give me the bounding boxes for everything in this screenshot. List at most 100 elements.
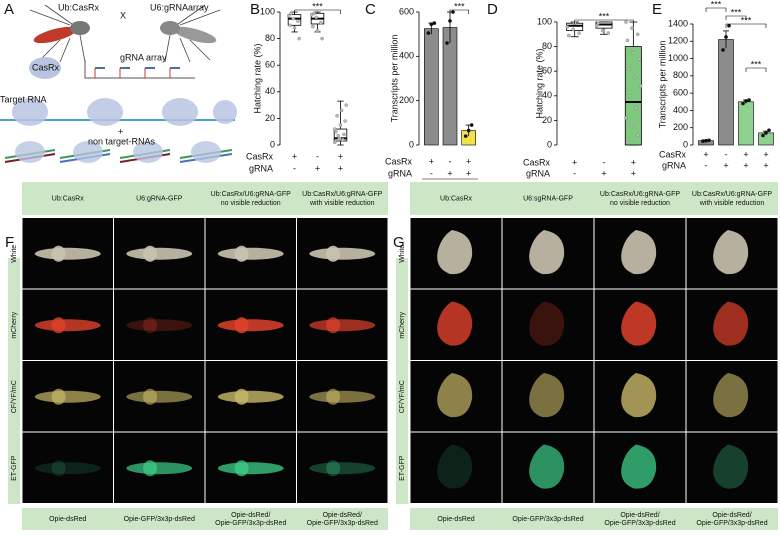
data-point — [565, 25, 570, 29]
sign: + — [763, 149, 768, 159]
sign: + — [631, 168, 636, 178]
y-axis-label: Hatching rate (%) — [252, 43, 262, 113]
data-point — [637, 57, 641, 61]
sign: + — [315, 163, 320, 173]
data-point — [289, 11, 293, 16]
data-point — [747, 98, 751, 102]
data-point — [341, 137, 345, 142]
data-point — [625, 38, 630, 43]
side-band — [396, 258, 408, 504]
data-point — [332, 127, 337, 131]
larva-head — [326, 245, 341, 262]
y-tick-label: 1200 — [668, 36, 688, 46]
larva — [126, 319, 193, 332]
larva — [713, 373, 749, 418]
larva — [34, 319, 101, 332]
data-point — [635, 133, 640, 137]
larva — [529, 230, 565, 275]
box — [333, 128, 348, 142]
column-footer: Opie-GFP/3x3p-dsRed — [604, 520, 675, 527]
data-point — [342, 132, 346, 137]
panel-label: E — [652, 1, 662, 18]
data-point — [638, 84, 643, 88]
panel-label: D — [487, 1, 498, 18]
panel-label: B — [250, 1, 260, 18]
data-point — [286, 14, 291, 18]
target-label: Target RNA — [0, 94, 47, 104]
header-band — [410, 182, 778, 215]
data-point — [701, 139, 705, 143]
larva-head — [326, 388, 341, 405]
sign: + — [763, 160, 768, 170]
micrograph — [410, 432, 502, 503]
y-tick-label: 80 — [542, 41, 552, 51]
larva — [621, 444, 657, 489]
larva — [437, 230, 473, 275]
data-point — [571, 27, 575, 32]
larva — [309, 319, 376, 332]
y-tick-label: 1000 — [668, 53, 688, 63]
significance-bracket — [705, 7, 727, 12]
larva — [529, 301, 565, 346]
sign: + — [743, 149, 748, 159]
data-point — [721, 48, 725, 52]
sign: - — [430, 168, 433, 178]
y-tick-label: 60 — [542, 66, 552, 76]
data-point — [292, 26, 297, 30]
y-tick-label: 0 — [409, 139, 414, 149]
sign-row-label: gRNA — [662, 160, 686, 170]
column-footer: Opie-GFP/3x3p-dsRed — [512, 516, 583, 523]
column-footer: Opie-GFP/3x3p-dsRed — [124, 516, 195, 523]
bar — [738, 101, 754, 146]
y-tick-label: 40 — [265, 86, 275, 96]
data-point — [445, 41, 449, 45]
significance-bracket — [745, 67, 767, 72]
data-point — [466, 128, 471, 133]
larva — [126, 247, 193, 260]
significance-bracket — [574, 19, 634, 24]
column-header: no visible reduction — [221, 200, 281, 207]
y-tick-label: 20 — [265, 113, 275, 123]
sign-row-label: gRNA — [526, 168, 550, 178]
y-tick-label: 400 — [399, 51, 414, 61]
box — [287, 14, 302, 26]
data-point — [625, 140, 630, 145]
sign-row-label: CasRx — [659, 149, 687, 159]
larva — [217, 390, 284, 403]
data-point — [311, 24, 315, 29]
column-header: U6:gRNA-GFP — [136, 195, 183, 202]
data-point — [567, 33, 571, 38]
larva — [437, 444, 473, 489]
micrograph — [22, 432, 113, 503]
data-point — [704, 138, 708, 143]
data-point — [606, 31, 611, 35]
row-label: White — [11, 245, 18, 263]
data-point — [727, 23, 731, 28]
y-tick-label: 60 — [265, 60, 275, 70]
column-footer: Opie-dsRed/ — [620, 512, 659, 519]
sign: - — [603, 157, 606, 167]
header-band — [22, 182, 388, 215]
column-header: with visible reduction — [309, 200, 375, 207]
larva — [34, 462, 101, 475]
data-point — [297, 36, 301, 41]
larva — [126, 390, 193, 403]
data-point — [432, 21, 437, 25]
data-point — [312, 11, 316, 16]
larva-head — [326, 460, 341, 477]
micrograph — [502, 289, 594, 360]
non-target-label: non target-RNAs — [88, 136, 156, 146]
data-point — [724, 35, 728, 39]
data-point — [339, 108, 344, 113]
significance-label: *** — [741, 15, 752, 25]
larva — [621, 230, 657, 275]
bar — [718, 39, 734, 146]
male-label: Ub:CasRx — [58, 2, 100, 12]
data-point — [631, 51, 636, 55]
larva — [126, 462, 193, 475]
larva — [621, 301, 657, 346]
sign-row-label: CasRx — [523, 157, 551, 167]
larva — [713, 444, 749, 489]
larva — [621, 373, 657, 418]
